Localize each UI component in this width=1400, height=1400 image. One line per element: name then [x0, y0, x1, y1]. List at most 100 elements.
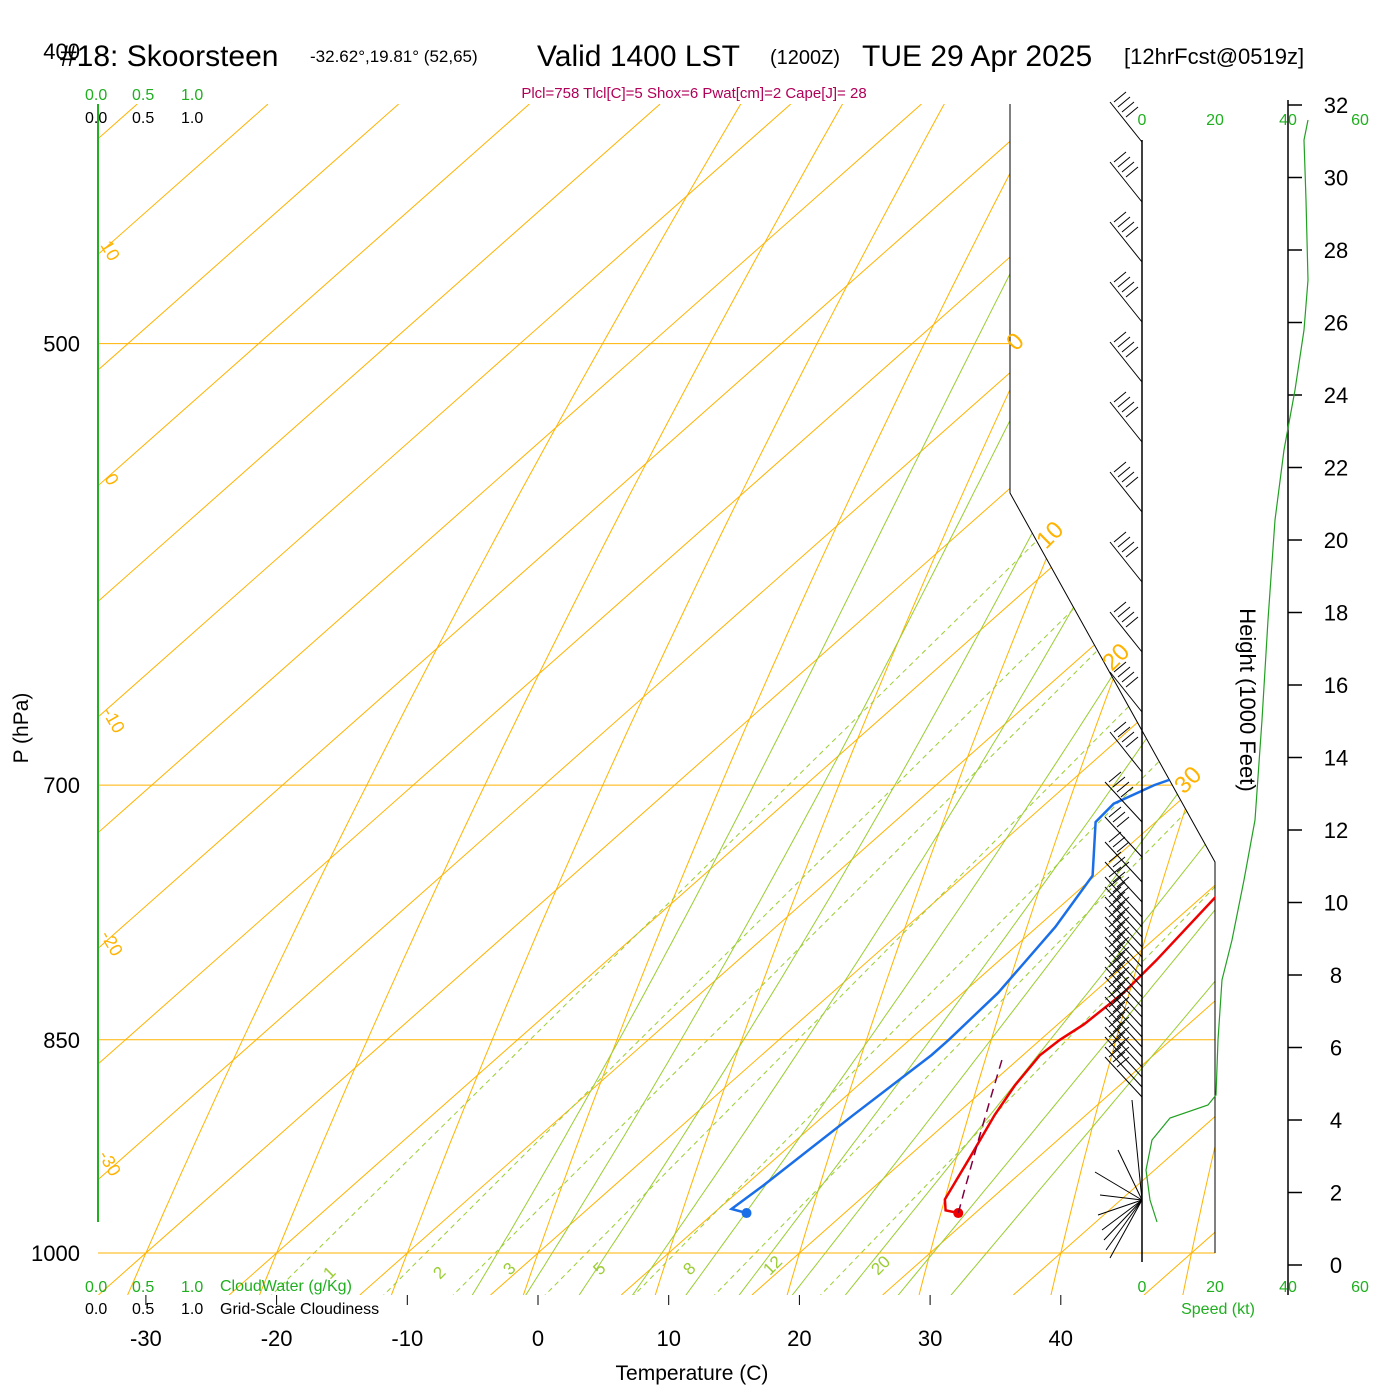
zulu-time: (1200Z): [770, 47, 840, 69]
wind-barb-flag: [1113, 531, 1127, 543]
isotherm-line: [98, 104, 792, 1295]
speed-top-tick-60: 60: [1351, 112, 1369, 129]
moist-adiabat-line: [660, 104, 1215, 1295]
wind-barb-flag: [1112, 941, 1126, 953]
isotherm-label: -20: [97, 927, 127, 960]
profiles: [728, 104, 1215, 1219]
surface-temperature-marker: [953, 1208, 964, 1219]
wind-barb-flag: [1108, 916, 1122, 928]
wind-barb-staff: [1104, 996, 1143, 1038]
wind-barb-flag: [1116, 1046, 1130, 1058]
mixing-ratio-line: [705, 104, 1215, 1295]
wind-barb-staff: [1109, 341, 1143, 383]
wind-barb-staff: [1104, 1046, 1143, 1088]
sounding-parameters: Plcl=758 Tlcl[C]=5 Shox=6 Pwat[cm]=2 Cap…: [521, 85, 866, 102]
height-tick-label: 22: [1324, 456, 1348, 481]
wind-barbs: [1094, 91, 1143, 1259]
cloud-scale-top-tick-1: 0.5: [132, 87, 154, 104]
temperature-profile: [943, 104, 1215, 1215]
diagram-right-edge: [1009, 104, 1216, 1253]
wind-barb-flag: [1112, 856, 1126, 868]
height-tick-label: 16: [1324, 673, 1348, 698]
mixing-ratio-label: 12: [759, 1252, 786, 1279]
height-tick-label: 28: [1324, 238, 1348, 263]
wind-barb: [1109, 661, 1143, 713]
wind-barb-staff: [1109, 541, 1143, 583]
isotherm-line: [98, 104, 1184, 1295]
wind-barb-staff: [1109, 671, 1143, 713]
wind-barb: [1109, 461, 1143, 513]
mixing-ratio-label: 20: [867, 1252, 894, 1279]
wind-barb-flag: [1117, 396, 1131, 408]
height-tick-label: 20: [1324, 528, 1348, 553]
wind-barb-flag: [1121, 101, 1135, 113]
wind-barb-staff: [1109, 161, 1143, 203]
y-axis-title: P (hPa): [10, 693, 33, 764]
wind-barb-flag: [1112, 991, 1126, 1003]
wind-barb-flag: [1116, 896, 1130, 908]
wind-barb-flag: [1113, 151, 1127, 163]
wind-barb-flag: [1113, 391, 1127, 403]
wind-barb-staff: [1131, 1099, 1143, 1201]
wind-speed-profile: [1145, 119, 1309, 1223]
wind-barb-flag: [1108, 866, 1122, 878]
axis-labels: 1235812202503004005007008501000-30-20-10…: [31, 39, 1207, 1351]
mixing-ratio-label: 3: [499, 1259, 519, 1279]
isotherm-label: 30: [1169, 761, 1207, 799]
wind-barb-staff: [1104, 816, 1143, 858]
wind-barb-flag: [1116, 926, 1130, 938]
isotherm-label: 0: [1001, 328, 1030, 357]
dry-adiabat-line: [378, 104, 1215, 1295]
wind-barb-flag: [1116, 936, 1130, 948]
wind-barb-staff: [1104, 976, 1143, 1018]
wind-barb-flag: [1108, 986, 1122, 998]
pressure-tick-label: 700: [43, 773, 80, 798]
mixing-ratio-line: [443, 104, 1215, 1295]
wind-barb-flag: [1112, 921, 1126, 933]
cloud-scale-top-tick-0: 0.0: [85, 87, 107, 104]
speed-axis-label: Speed (kt): [1181, 1301, 1255, 1318]
wind-barb-flag: [1125, 106, 1139, 118]
wind-barb-flag: [1108, 896, 1122, 908]
moist-adiabat-line: [555, 104, 1215, 1295]
wind-barb-flag: [1108, 1036, 1122, 1048]
wind-barb-flag: [1116, 781, 1130, 793]
speed-bottom-tick-60: 60: [1351, 1279, 1369, 1296]
wind-barb-flag: [1117, 666, 1131, 678]
x-tick-label: 30: [918, 1326, 942, 1351]
isotherm-line: [0, 104, 7, 1295]
wind-barb-flag: [1112, 931, 1126, 943]
height-tick-label: 32: [1324, 93, 1348, 118]
wind-barb-staff: [1104, 946, 1143, 988]
moist-adiabat-line: [503, 104, 1215, 1295]
wind-barb-flag: [1113, 721, 1127, 733]
wind-barb-flag: [1116, 976, 1130, 988]
wind-barb-flag: [1108, 806, 1122, 818]
dry-adiabat-line: [643, 104, 1215, 1295]
wind-barb-flag: [1112, 981, 1126, 993]
wind-barb-staff: [1104, 916, 1143, 958]
wind-barb: [1104, 831, 1143, 883]
cloudiness-bottom-tick-0: 0.0: [85, 1301, 107, 1318]
wind-barb-flag: [1121, 161, 1135, 173]
cloud-scale-top-tick-2: 1.0: [181, 87, 203, 104]
isotherm-line: [98, 104, 400, 1295]
wind-barb-flag: [1108, 886, 1122, 898]
wind-barb-flag: [1112, 1051, 1126, 1063]
wind-barb-staff: [1117, 1149, 1143, 1201]
moist-adiabat-line: [921, 104, 1215, 1295]
wind-barb-flag: [1112, 776, 1126, 788]
wind-barb-flag: [1108, 956, 1122, 968]
wind-barb-flag: [1125, 226, 1139, 238]
wind-barb-flag: [1116, 876, 1130, 888]
wind-barb-flag: [1116, 1056, 1130, 1068]
wind-barb-staff: [1104, 966, 1143, 1008]
dry-adiabat-line: [776, 104, 1215, 1295]
wind-barb: [1104, 896, 1143, 948]
dry-adiabat-line: [1042, 104, 1215, 1295]
wind-barb-staff: [1104, 1026, 1143, 1068]
wind-barb-flag: [1116, 816, 1130, 828]
wind-barb: [1104, 876, 1143, 928]
wind-barb-staff: [1104, 926, 1143, 968]
